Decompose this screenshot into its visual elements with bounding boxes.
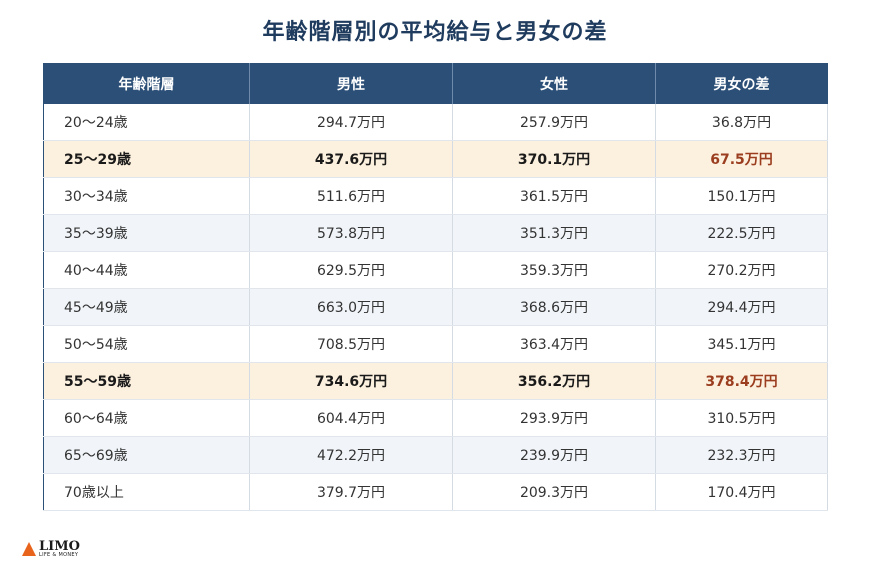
cell-female: 361.5万円: [452, 177, 656, 215]
cell-age-group: 20〜24歳: [43, 104, 250, 141]
cell-gender-gap: 150.1万円: [655, 177, 828, 215]
cell-gender-gap: 378.4万円: [655, 362, 828, 400]
cell-male: 379.7万円: [249, 473, 453, 511]
cell-female: 359.3万円: [452, 251, 656, 289]
table-row: 60〜64歳 604.4万円 293.9万円 310.5万円: [43, 399, 828, 437]
cell-age-group: 60〜64歳: [43, 399, 250, 437]
cell-age-group: 25〜29歳: [43, 140, 250, 178]
table-row: 55〜59歳 734.6万円 356.2万円 378.4万円: [43, 362, 828, 400]
cell-male: 573.8万円: [249, 214, 453, 252]
header-male: 男性: [249, 63, 453, 104]
cell-female: 363.4万円: [452, 325, 656, 363]
cell-female: 293.9万円: [452, 399, 656, 437]
cell-male: 472.2万円: [249, 436, 453, 474]
table-body: 20〜24歳 294.7万円 257.9万円 36.8万円 25〜29歳 437.6万円 3…: [43, 104, 828, 511]
table-row: 30〜34歳 511.6万円 361.5万円 150.1万円: [43, 177, 828, 215]
cell-gender-gap: 170.4万円: [655, 473, 828, 511]
table-row: 35〜39歳 573.8万円 351.3万円 222.5万円: [43, 214, 828, 252]
logo-name: LIMO: [39, 539, 80, 554]
table-row: 50〜54歳 708.5万円 363.4万円 345.1万円: [43, 325, 828, 363]
cell-male: 629.5万円: [249, 251, 453, 289]
cell-age-group: 50〜54歳: [43, 325, 250, 363]
cell-gender-gap: 345.1万円: [655, 325, 828, 363]
fox-logo-icon: [22, 542, 36, 556]
cell-gender-gap: 232.3万円: [655, 436, 828, 474]
cell-male: 663.0万円: [249, 288, 453, 326]
cell-gender-gap: 67.5万円: [655, 140, 828, 178]
cell-age-group: 45〜49歳: [43, 288, 250, 326]
cell-male: 734.6万円: [249, 362, 453, 400]
cell-gender-gap: 310.5万円: [655, 399, 828, 437]
cell-male: 437.6万円: [249, 140, 453, 178]
table-row: 25〜29歳 437.6万円 370.1万円 67.5万円: [43, 140, 828, 178]
table-row: 20〜24歳 294.7万円 257.9万円 36.8万円: [43, 104, 828, 141]
cell-female: 239.9万円: [452, 436, 656, 474]
cell-male: 294.7万円: [249, 104, 453, 141]
cell-age-group: 40〜44歳: [43, 251, 250, 289]
cell-male: 708.5万円: [249, 325, 453, 363]
table-row: 65〜69歳 472.2万円 239.9万円 232.3万円: [43, 436, 828, 474]
cell-gender-gap: 270.2万円: [655, 251, 828, 289]
table-row: 45〜49歳 663.0万円 368.6万円 294.4万円: [43, 288, 828, 326]
cell-age-group: 35〜39歳: [43, 214, 250, 252]
cell-gender-gap: 294.4万円: [655, 288, 828, 326]
cell-gender-gap: 36.8万円: [655, 104, 828, 141]
cell-male: 604.4万円: [249, 399, 453, 437]
page-title: 年齢階層別の平均給与と男女の差: [262, 20, 608, 45]
cell-female: 368.6万円: [452, 288, 656, 326]
cell-male: 511.6万円: [249, 177, 453, 215]
cell-age-group: 65〜69歳: [43, 436, 250, 474]
cell-female: 209.3万円: [452, 473, 656, 511]
header-gender-gap: 男女の差: [655, 63, 828, 104]
cell-age-group: 55〜59歳: [43, 362, 250, 400]
cell-female: 351.3万円: [452, 214, 656, 252]
cell-gender-gap: 222.5万円: [655, 214, 828, 252]
table-row: 40〜44歳 629.5万円 359.3万円 270.2万円: [43, 251, 828, 289]
logo-subtitle: LIFE & MONEY: [39, 552, 79, 558]
cell-age-group: 30〜34歳: [43, 177, 250, 215]
cell-age-group: 70歳以上: [43, 473, 250, 511]
cell-female: 356.2万円: [452, 362, 656, 400]
salary-table: 年齢階層 男性 女性 男女の差 20〜24歳 294.7万円 257.9万円 36.8…: [43, 63, 828, 511]
header-female: 女性: [452, 63, 656, 104]
limo-logo: LIMO LIFE & MONEY: [22, 540, 80, 558]
table-header-row: 年齢階層 男性 女性 男女の差: [43, 63, 828, 104]
cell-female: 370.1万円: [452, 140, 656, 178]
table-row: 70歳以上 379.7万円 209.3万円 170.4万円: [43, 473, 828, 511]
cell-female: 257.9万円: [452, 104, 656, 141]
header-age-group: 年齢階層: [43, 63, 250, 104]
